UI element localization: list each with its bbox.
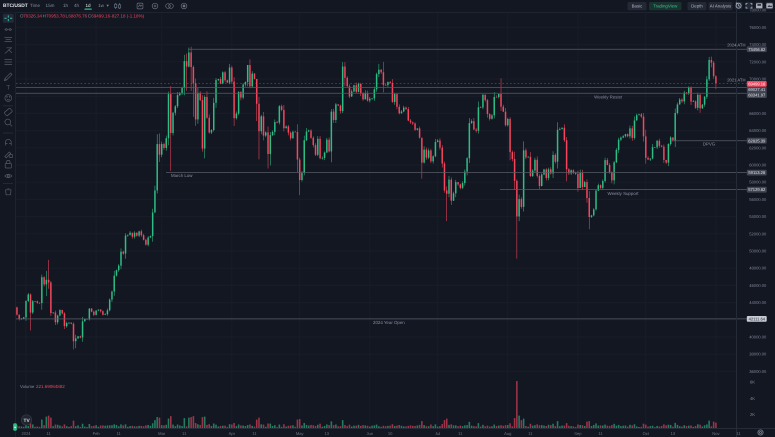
svg-text:Oct: Oct [643, 431, 650, 436]
svg-text:69499.16: 69499.16 [91, 13, 110, 18]
svg-text:Time: Time [30, 3, 40, 8]
svg-text:6K: 6K [750, 380, 755, 385]
svg-text:36000.00: 36000.00 [749, 369, 767, 374]
svg-text:Weekly Resist: Weekly Resist [594, 94, 623, 99]
svg-text:Mar: Mar [158, 431, 166, 436]
svg-text:60000.00: 60000.00 [749, 163, 767, 168]
svg-text:O: O [20, 13, 24, 18]
svg-text:221.69064882: 221.69064882 [36, 384, 65, 389]
svg-text:38000.00: 38000.00 [749, 352, 767, 357]
svg-text:TV: TV [24, 418, 31, 424]
svg-text:1w: 1w [98, 3, 105, 8]
svg-text:70000.00: 70000.00 [749, 77, 767, 82]
svg-text:Basic: Basic [632, 3, 644, 8]
svg-text:11: 11 [117, 431, 122, 436]
svg-text:10: 10 [388, 431, 393, 436]
svg-text:72000.00: 72000.00 [749, 59, 767, 64]
svg-text:13: 13 [671, 431, 676, 436]
svg-text:-827.18 (-1.18%): -827.18 (-1.18%) [110, 13, 144, 18]
svg-text:40000.00: 40000.00 [749, 335, 767, 340]
svg-text:Weekly Support: Weekly Support [608, 191, 640, 196]
svg-text:Jun: Jun [366, 431, 373, 436]
svg-text:69027.41: 69027.41 [748, 87, 766, 92]
svg-text:11: 11 [528, 431, 533, 436]
svg-text:Volume: Volume [20, 384, 35, 389]
svg-text:42111.64: 42111.64 [749, 316, 766, 321]
svg-text:52000.00: 52000.00 [749, 231, 767, 236]
svg-text:68876.76: 68876.76 [68, 13, 87, 18]
svg-text:11: 11 [458, 431, 463, 436]
svg-text:March Low: March Low [171, 173, 193, 178]
svg-text:11: 11 [46, 431, 51, 436]
svg-text:2021 ATH: 2021 ATH [727, 78, 745, 83]
svg-text:11: 11 [598, 431, 603, 436]
svg-text:Apr: Apr [229, 431, 236, 436]
svg-text:69499.16: 69499.16 [748, 82, 766, 87]
svg-text:4K: 4K [750, 396, 755, 401]
svg-text:2024: 2024 [21, 431, 31, 436]
svg-text:C: C [88, 13, 92, 18]
svg-text:74000.00: 74000.00 [749, 42, 767, 47]
svg-text:AI Analysis: AI Analysis [710, 3, 732, 8]
svg-text:46000.00: 46000.00 [749, 283, 767, 288]
svg-text:4h: 4h [74, 3, 80, 8]
svg-text:13: 13 [325, 431, 330, 436]
svg-text:H: H [43, 13, 46, 18]
svg-text:15m: 15m [46, 3, 55, 8]
svg-text:59113.28: 59113.28 [748, 170, 765, 175]
svg-text:BTC/USDT: BTC/USDT [3, 3, 28, 9]
svg-text:58000.00: 58000.00 [749, 180, 767, 185]
svg-text:L: L [66, 13, 69, 18]
svg-text:2K: 2K [750, 412, 755, 417]
svg-text:Nov: Nov [712, 431, 720, 436]
svg-text:66000.00: 66000.00 [749, 111, 767, 116]
svg-text:1d: 1d [85, 3, 91, 8]
svg-text:73456.82: 73456.82 [748, 47, 766, 52]
svg-text:11: 11 [182, 431, 187, 436]
svg-text:11: 11 [736, 431, 741, 436]
svg-text:1h: 1h [63, 3, 69, 8]
svg-text:70326.34: 70326.34 [23, 13, 42, 18]
svg-text:TradingView: TradingView [653, 3, 678, 8]
svg-text:54000.00: 54000.00 [749, 214, 767, 219]
svg-text:70953.78: 70953.78 [46, 13, 65, 18]
svg-text:Depth: Depth [691, 3, 703, 8]
svg-text:2024 Year Open: 2024 Year Open [373, 320, 405, 325]
svg-text:68341.97: 68341.97 [748, 93, 766, 98]
svg-text:Sep: Sep [574, 431, 582, 436]
svg-text:T: T [6, 85, 10, 92]
svg-text:May: May [296, 431, 305, 436]
svg-text:50000.00: 50000.00 [749, 249, 767, 254]
svg-text:44000.00: 44000.00 [749, 300, 767, 305]
svg-text:DPVG: DPVG [703, 142, 716, 147]
svg-text:56000.00: 56000.00 [749, 197, 767, 202]
svg-text:48000.00: 48000.00 [749, 266, 767, 271]
svg-text:Jul: Jul [435, 431, 440, 436]
svg-text:57129.82: 57129.82 [748, 187, 766, 192]
svg-text:78000.00: 78000.00 [749, 8, 767, 13]
svg-text:Feb: Feb [93, 431, 101, 436]
svg-text:62000.00: 62000.00 [749, 145, 767, 150]
svg-text:2024 ATH: 2024 ATH [727, 42, 745, 47]
svg-text:76000.00: 76000.00 [749, 25, 767, 30]
svg-text:11: 11 [252, 431, 257, 436]
svg-text:64000.00: 64000.00 [749, 128, 767, 133]
svg-text:62825.39: 62825.39 [748, 138, 766, 143]
svg-text:Aug: Aug [504, 431, 512, 436]
